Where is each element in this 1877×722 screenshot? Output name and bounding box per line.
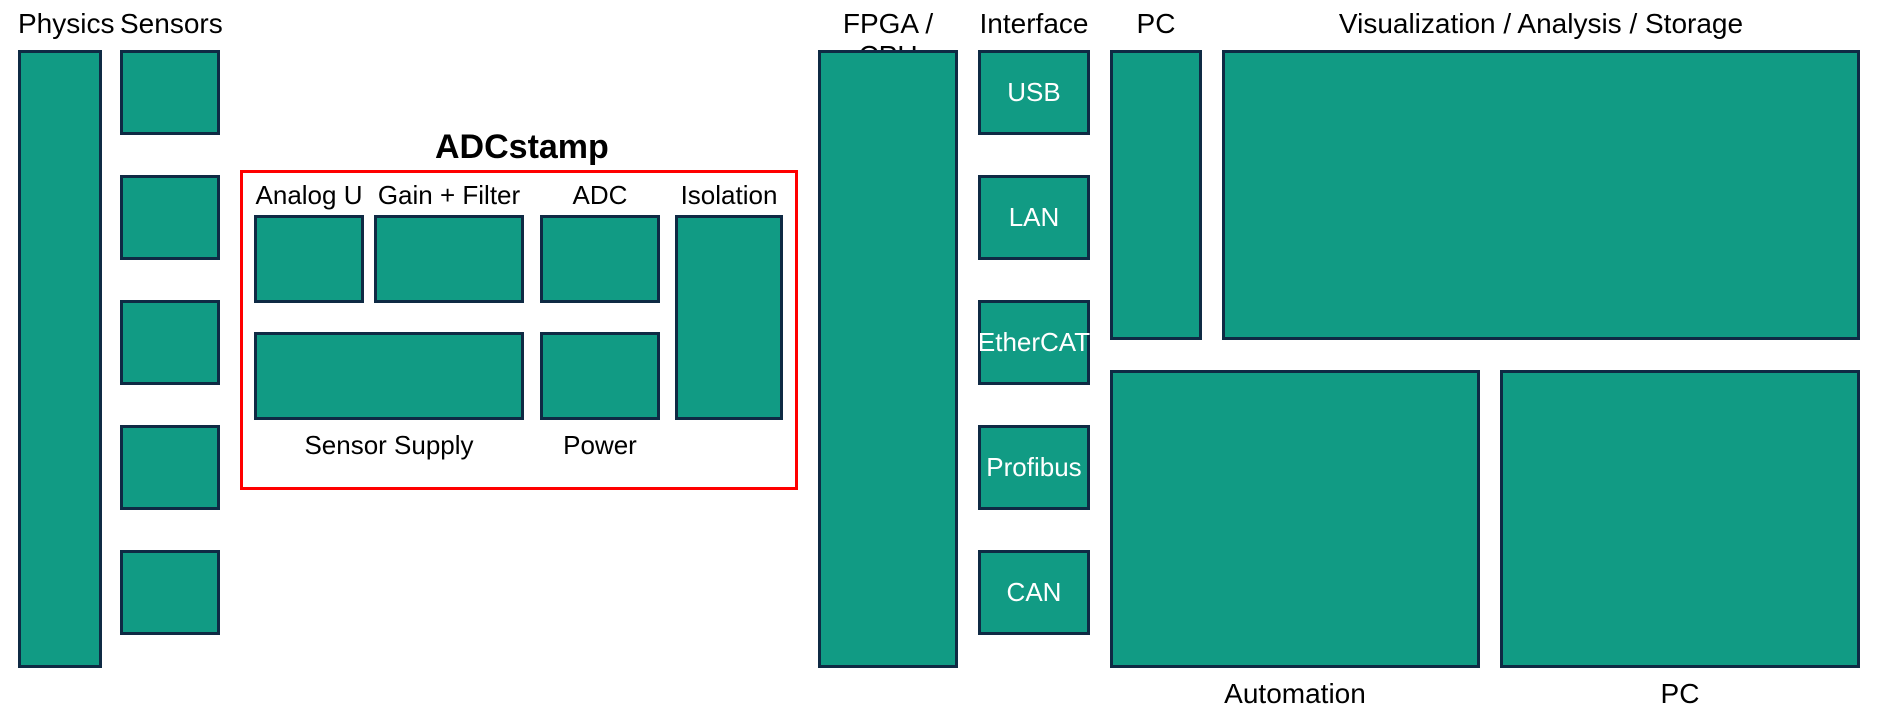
gain-filter-box [374,215,524,303]
pc-top-box [1110,50,1202,340]
analog-u-box [254,215,364,303]
sensor-box [120,300,220,385]
fpga-box [818,50,958,668]
pc-bottom-label: PC [1500,678,1860,710]
sensor-box [120,50,220,135]
analog-u-label: Analog U [254,180,364,211]
interface-usb-text: USB [1007,77,1060,108]
sensors-label: Sensors [120,8,220,40]
automation-box [1110,370,1480,668]
sensor-box [120,550,220,635]
adc-box [540,215,660,303]
power-box [540,332,660,420]
physics-box [18,50,102,668]
pc-top-label: PC [1110,8,1202,40]
gain-filter-label: Gain + Filter [374,180,524,211]
adcstamp-title: ADCstamp [435,128,609,167]
interface-profibus-text: Profibus [986,452,1081,483]
interface-usb: USB [978,50,1090,135]
interface-lan-text: LAN [1009,202,1060,233]
viz-label: Visualization / Analysis / Storage [1222,8,1860,40]
pc-bottom-box [1500,370,1860,668]
interface-can-text: CAN [1007,577,1062,608]
interface-ethercat: EtherCAT [978,300,1090,385]
viz-box [1222,50,1860,340]
adc-label: ADC [540,180,660,211]
isolation-label: Isolation [675,180,783,211]
interface-profibus: Profibus [978,425,1090,510]
sensor-box [120,425,220,510]
automation-label: Automation [1110,678,1480,710]
sensor-supply-box [254,332,524,420]
interface-lan: LAN [978,175,1090,260]
physics-label: Physics [18,8,102,40]
interface-label: Interface [978,8,1090,40]
isolation-box [675,215,783,420]
sensor-supply-label: Sensor Supply [254,430,524,461]
interface-can: CAN [978,550,1090,635]
power-label: Power [540,430,660,461]
interface-ethercat-text: EtherCAT [978,327,1090,358]
sensor-box [120,175,220,260]
